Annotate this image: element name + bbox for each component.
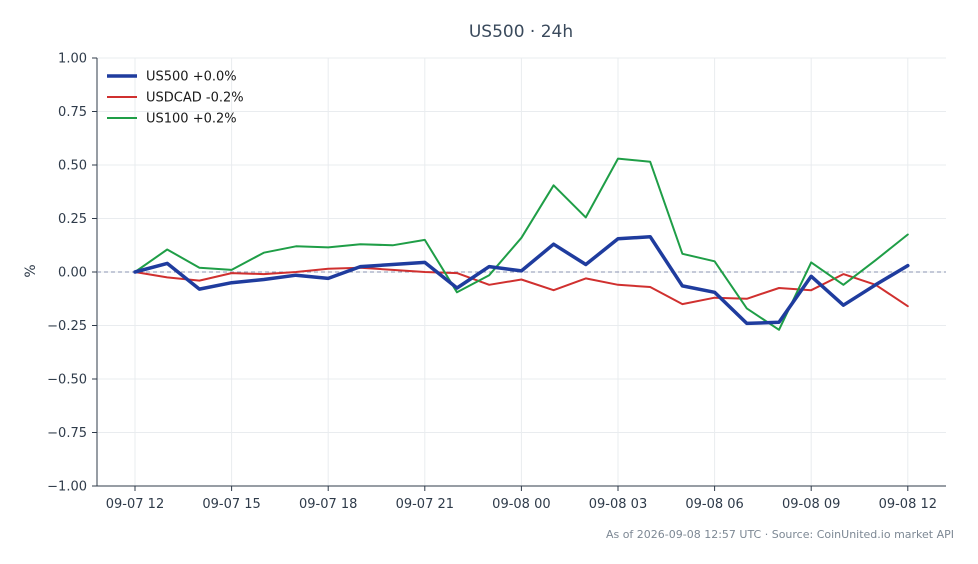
x-tick-label: 09-08 03 [589,497,647,512]
series-line-us100 [134,157,909,331]
series-line-us500 [133,234,910,326]
x-tick-label: 09-07 18 [299,497,357,512]
legend-label: USDCAD -0.2% [146,91,244,106]
y-tick-label: 0.75 [58,105,87,120]
y-tick-label: 1.00 [58,52,87,67]
x-tick-label: 09-07 15 [202,497,260,512]
legend: US500 +0.0% USDCAD -0.2% US100 +0.2% [107,70,244,127]
y-tick-label: −0.25 [47,319,87,334]
legend-label: US500 +0.0% [146,70,237,85]
x-tick-label: 09-08 00 [492,497,550,512]
y-tick-label: −1.00 [47,480,87,495]
y-tick-label: 0.00 [58,266,87,281]
y-tick-label: 0.50 [58,159,87,174]
x-axis-ticks: 09-07 12 09-07 15 09-07 18 09-07 21 09-08 00… [106,486,937,512]
y-axis-ticks: 1.00 0.75 0.50 0.25 0.00 −0.25 −0.50 −0.75 −1.00 [47,52,97,495]
series-lines [133,157,910,331]
y-axis-label: % [23,264,39,277]
x-tick-label: 09-08 12 [879,497,937,512]
chart-title: US500 · 24h [469,22,573,42]
y-tick-label: −0.75 [47,426,87,441]
footer-source: As of 2026-09-08 12:57 UTC · Source: Coi… [606,528,954,541]
x-tick-label: 09-08 09 [782,497,840,512]
x-tick-label: 09-07 21 [396,497,454,512]
x-tick-label: 09-07 12 [106,497,164,512]
y-tick-label: 0.25 [58,212,87,227]
legend-label: US100 +0.2% [146,112,237,127]
x-tick-label: 09-08 06 [685,497,743,512]
series-line-usdcad [134,266,909,308]
y-tick-label: −0.50 [47,373,87,388]
